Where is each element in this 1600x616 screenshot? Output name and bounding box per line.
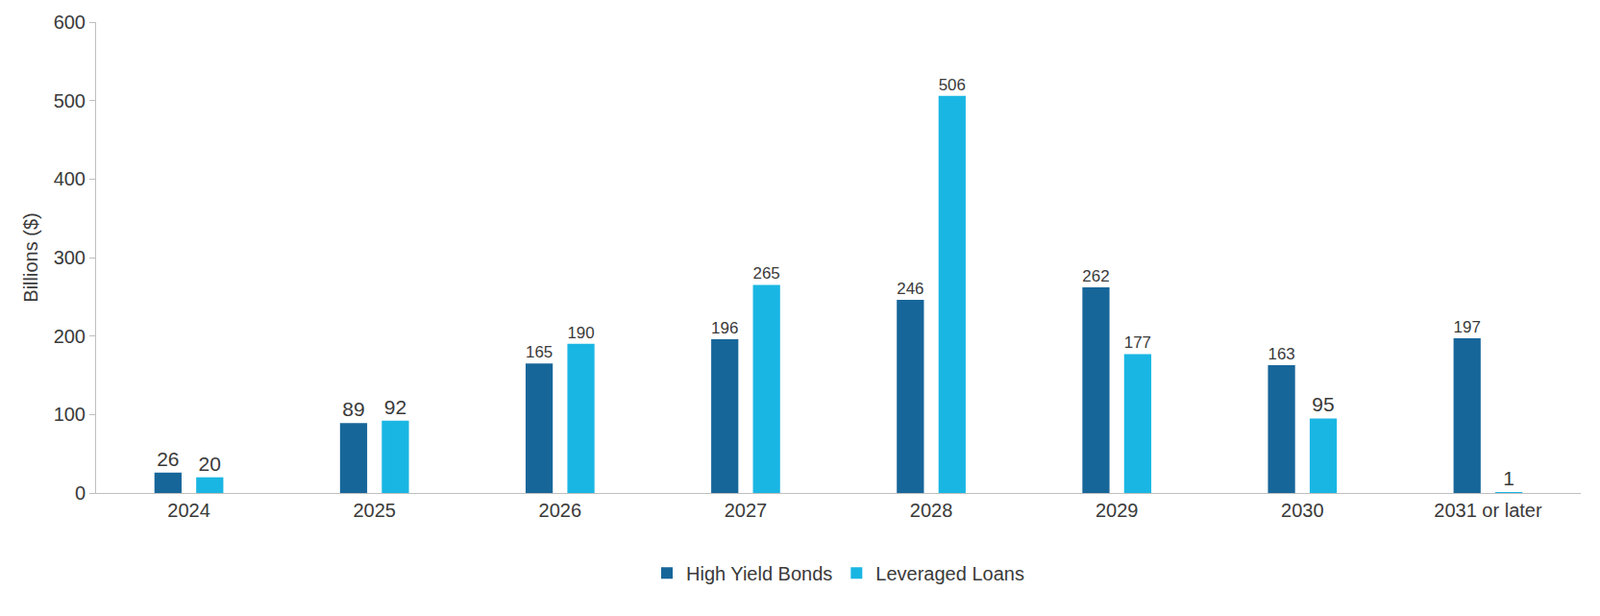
svg-text:92: 92 [384,395,407,419]
svg-text:262: 262 [1082,267,1109,286]
svg-text:197: 197 [1453,318,1481,337]
svg-text:165: 165 [525,343,553,362]
svg-text:26: 26 [156,447,179,470]
svg-text:2025: 2025 [352,499,396,521]
svg-text:200: 200 [53,325,86,347]
svg-text:163: 163 [1267,344,1295,364]
svg-text:177: 177 [1124,333,1152,352]
svg-text:2024: 2024 [167,499,211,521]
svg-text:2030: 2030 [1280,499,1325,521]
svg-text:600: 600 [53,11,86,33]
svg-text:500: 500 [53,90,86,112]
svg-text:2026: 2026 [539,499,583,521]
svg-text:400: 400 [53,168,86,190]
svg-text:196: 196 [711,319,739,338]
svg-text:1: 1 [1502,467,1515,490]
svg-text:2027: 2027 [724,499,768,521]
svg-text:0: 0 [74,482,86,504]
svg-text:20: 20 [198,452,222,475]
svg-text:265: 265 [753,264,781,283]
svg-text:2029: 2029 [1095,499,1139,521]
svg-text:246: 246 [896,279,924,298]
svg-text:100: 100 [53,403,86,425]
svg-text:Billions ($): Billions ($) [20,212,42,302]
svg-text:190: 190 [566,323,594,343]
svg-text:2028: 2028 [910,499,954,521]
svg-text:506: 506 [938,75,966,95]
svg-text:300: 300 [53,246,86,269]
svg-text:95: 95 [1311,393,1334,416]
svg-text:89: 89 [342,397,365,420]
svg-text:High Yield Bonds: High Yield Bonds [686,563,833,585]
svg-text:Leveraged Loans: Leveraged Loans [875,563,1025,585]
svg-text:2031 or later: 2031 or later [1433,499,1543,521]
